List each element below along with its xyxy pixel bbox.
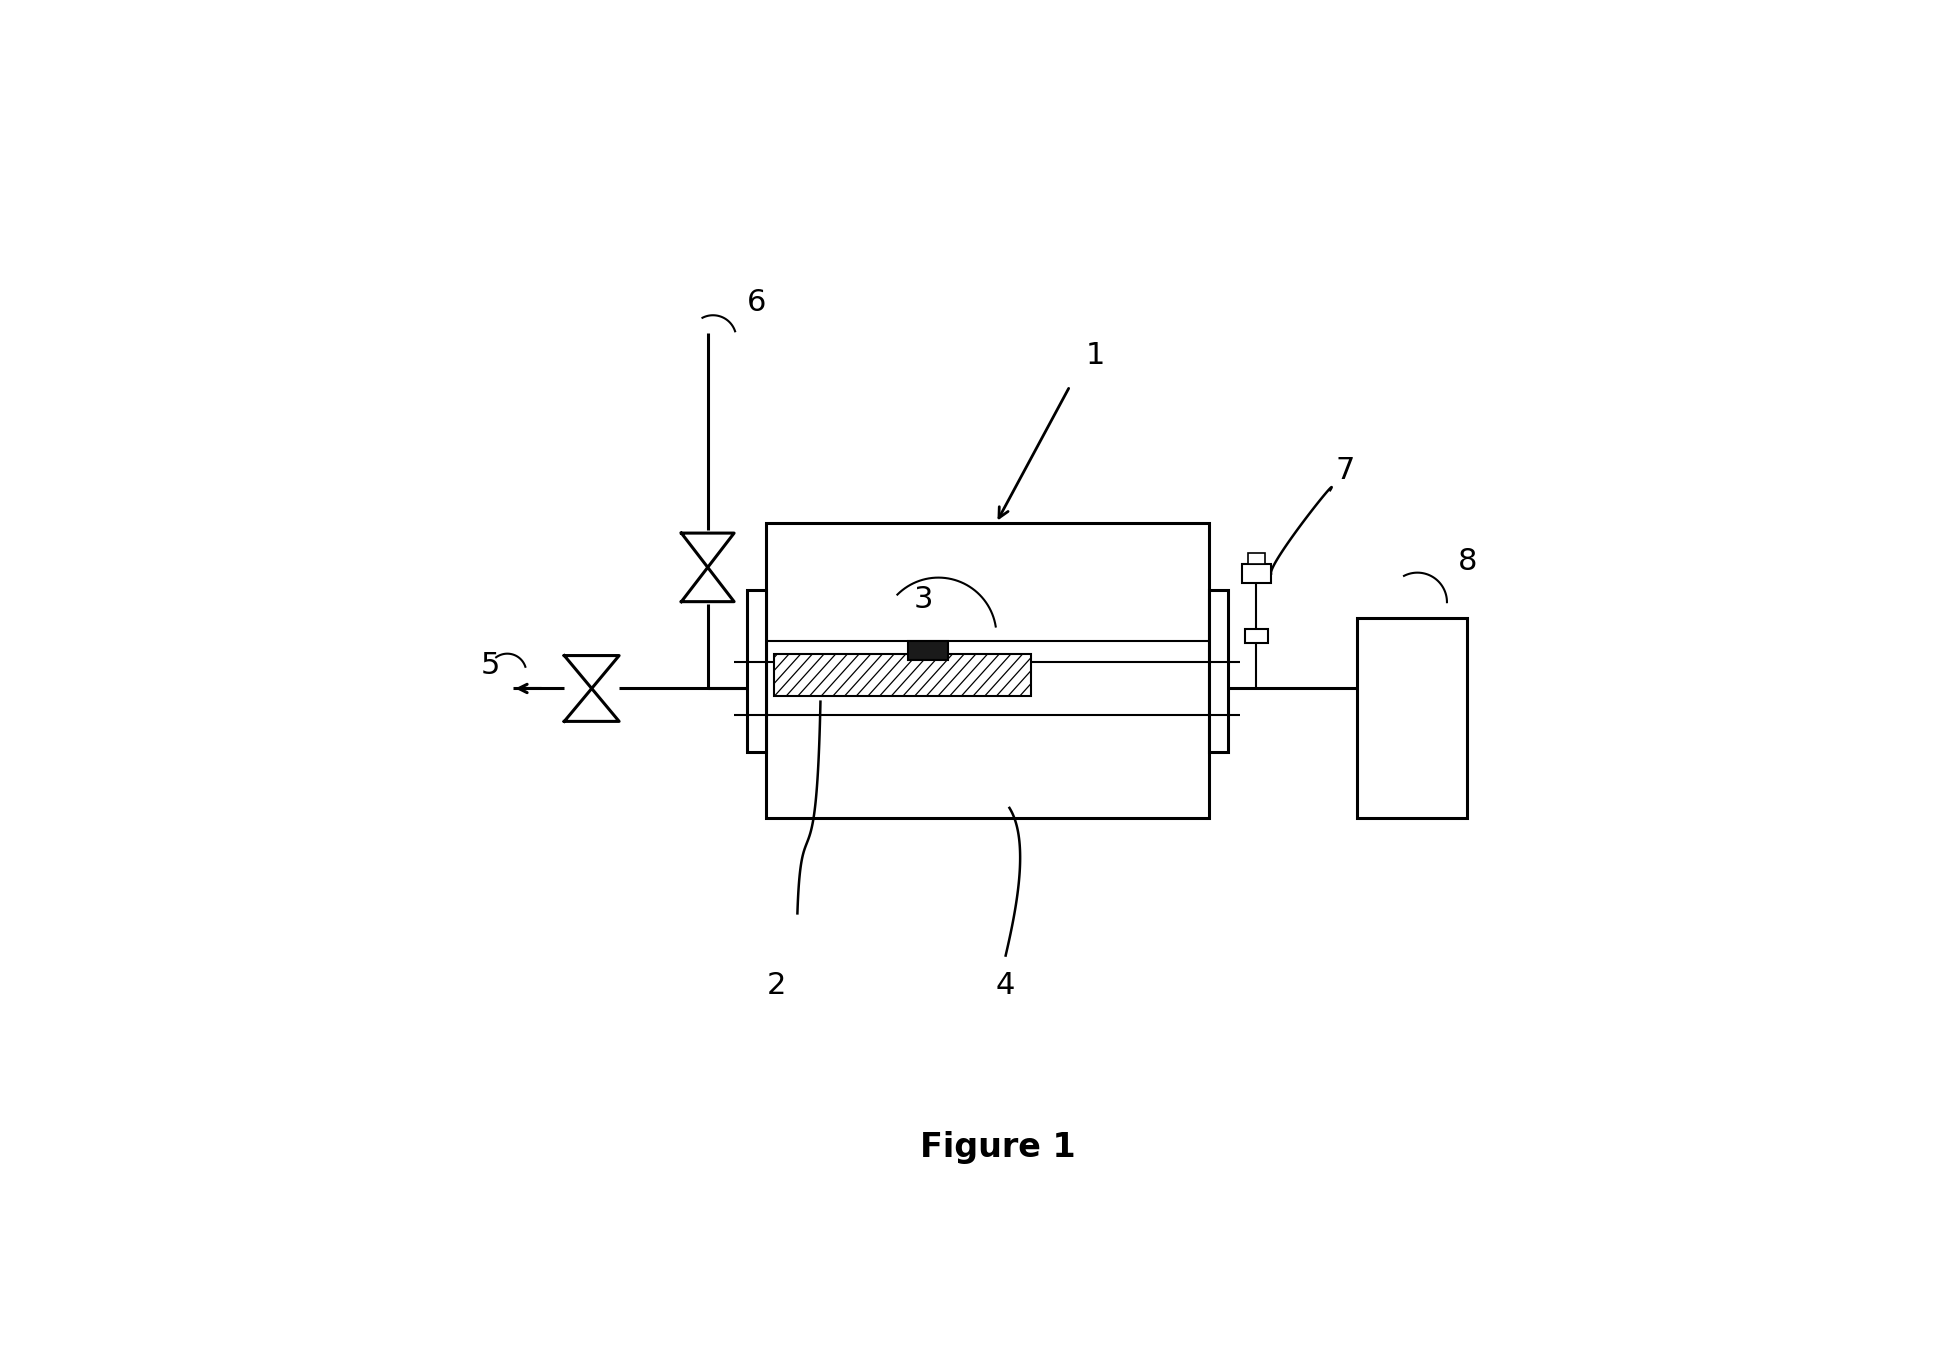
Text: 5: 5	[481, 651, 500, 680]
Text: 8: 8	[1458, 547, 1478, 575]
Bar	[775, 655, 1032, 696]
Polygon shape	[681, 533, 734, 567]
Bar	[1242, 564, 1271, 584]
Text: 1: 1	[1086, 341, 1106, 370]
Bar	[1357, 618, 1468, 818]
Text: Figure 1: Figure 1	[921, 1132, 1075, 1164]
Bar	[748, 589, 765, 752]
Bar	[1248, 553, 1266, 564]
Bar	[765, 523, 1209, 818]
Bar	[1209, 589, 1229, 752]
Text: 2: 2	[767, 971, 787, 1000]
Text: 7: 7	[1336, 456, 1355, 485]
Text: 3: 3	[913, 585, 933, 614]
Text: 4: 4	[997, 971, 1014, 1000]
Polygon shape	[681, 567, 734, 601]
Bar	[907, 641, 948, 660]
Text: 6: 6	[748, 288, 767, 318]
Polygon shape	[565, 689, 619, 722]
Polygon shape	[565, 656, 619, 689]
Bar	[1244, 629, 1267, 643]
